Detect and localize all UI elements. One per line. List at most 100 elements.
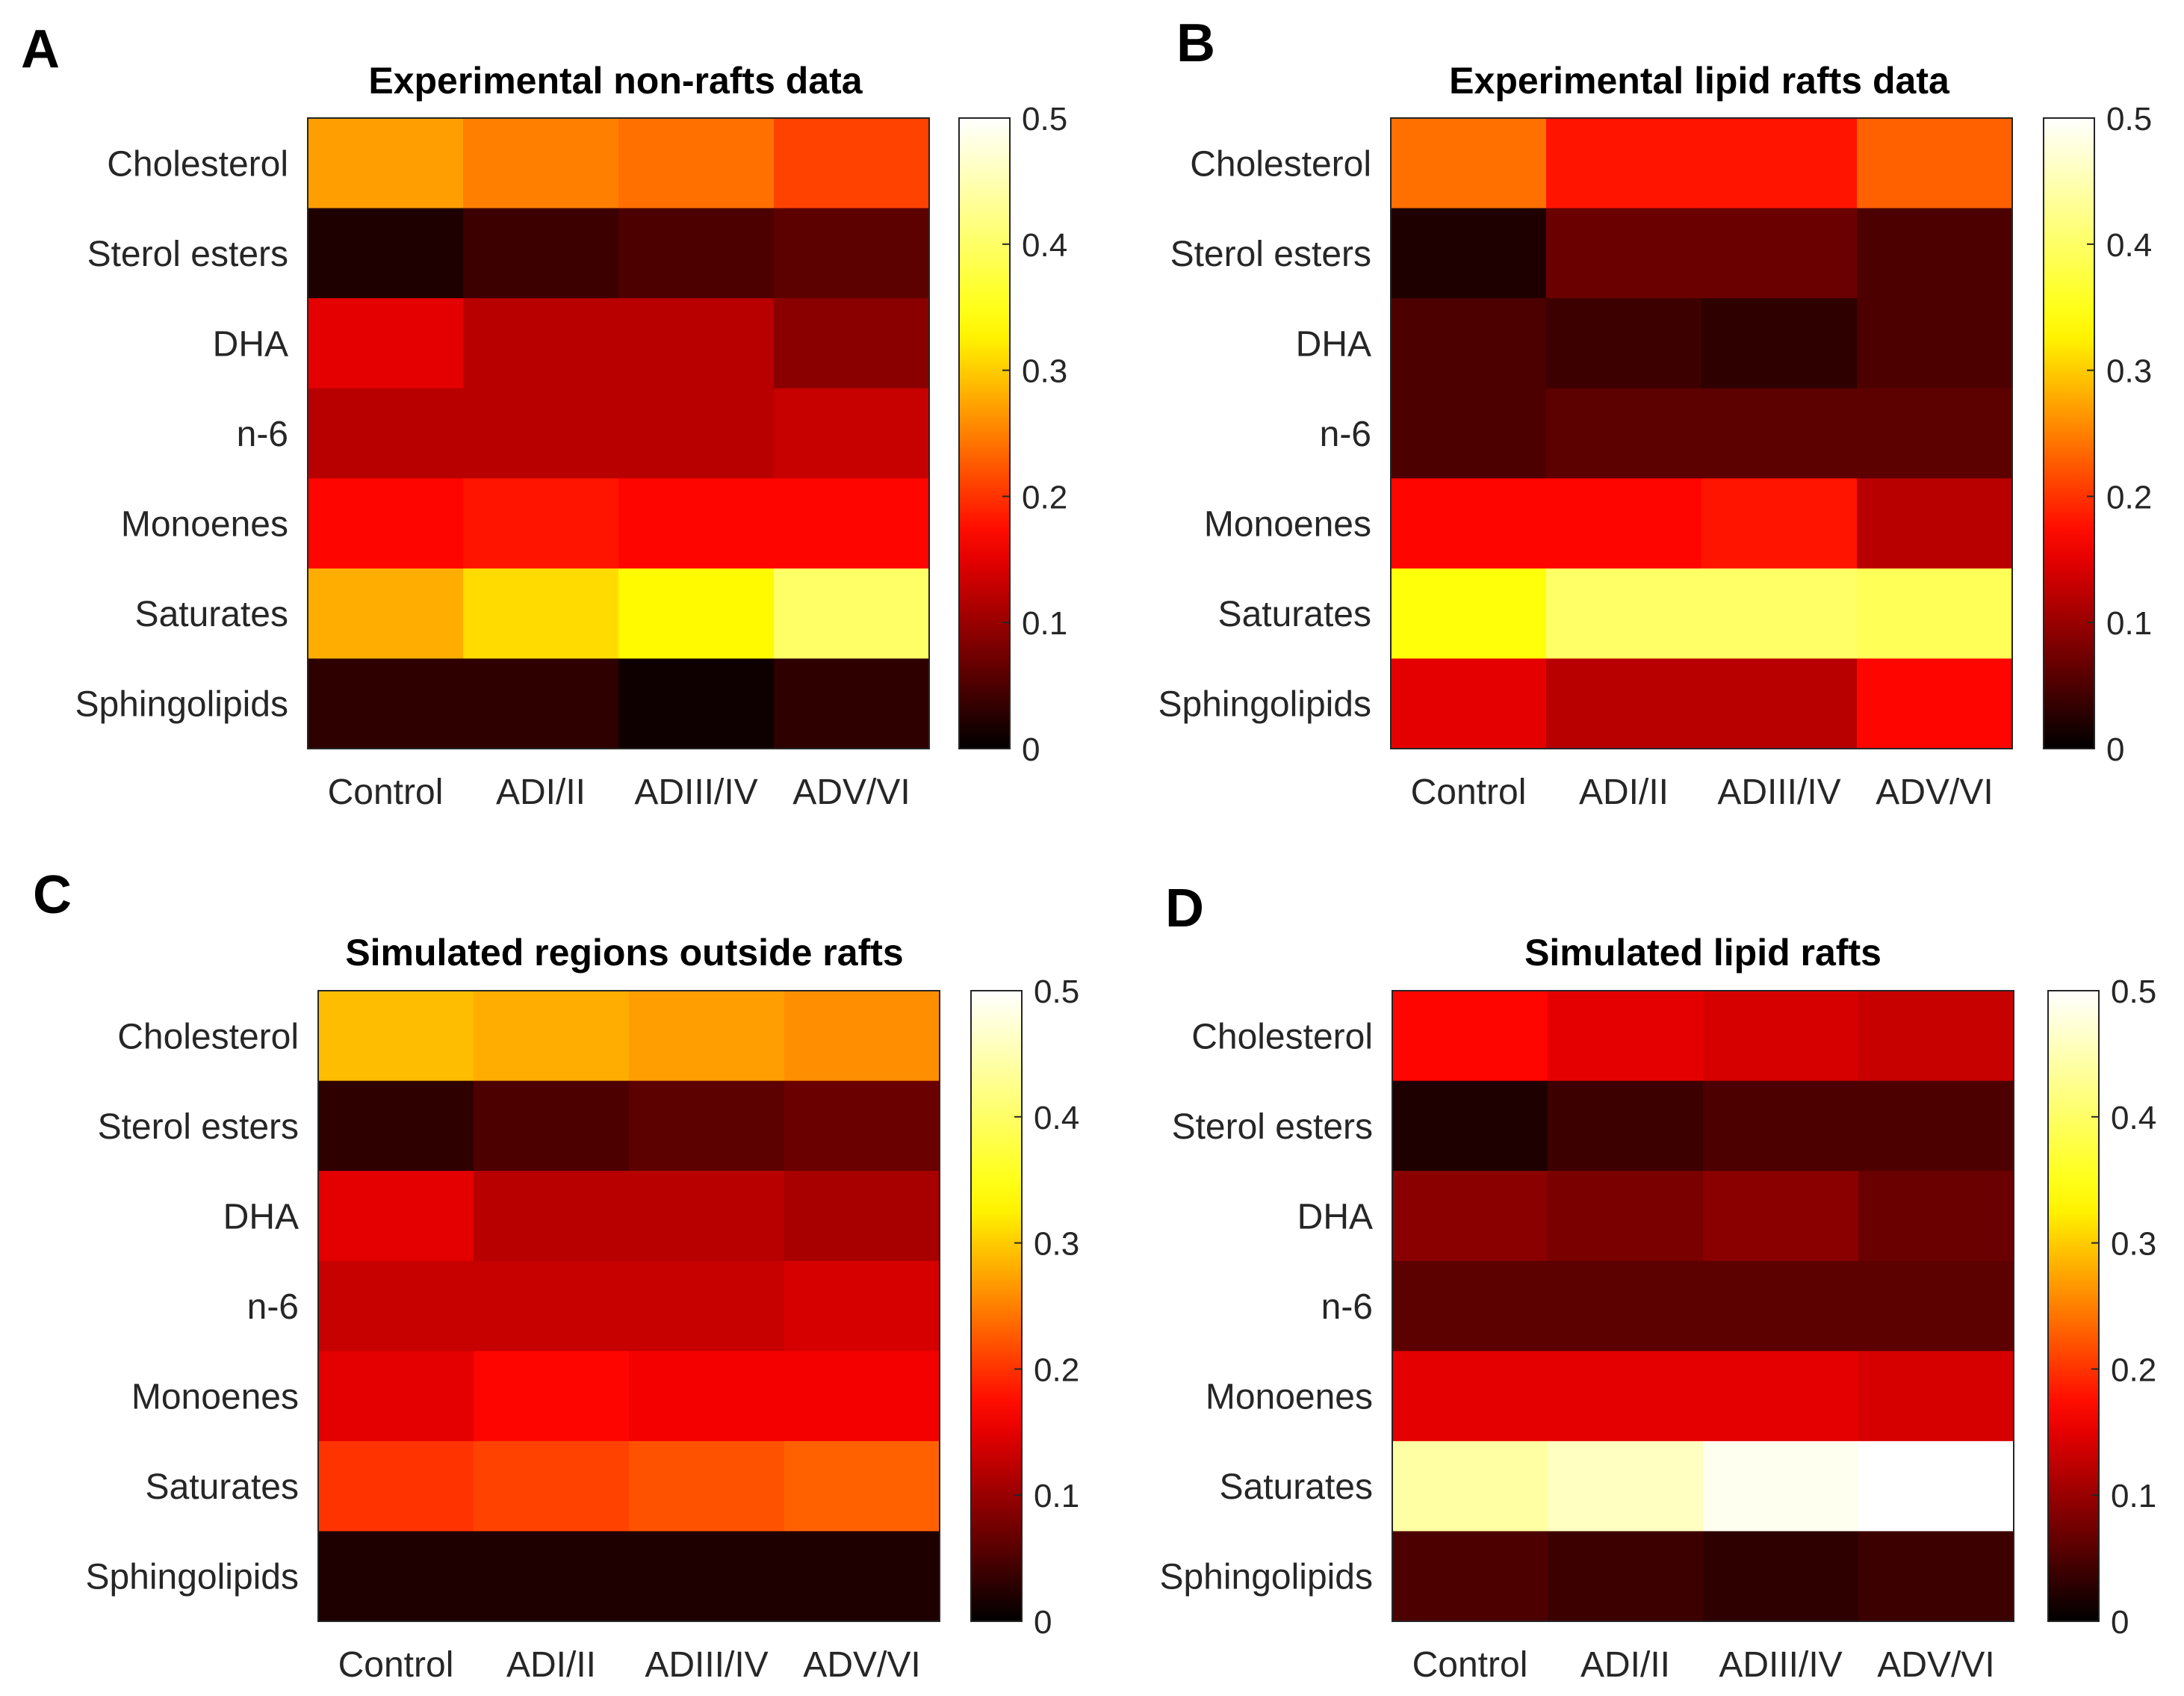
heatmap-cell: [618, 208, 775, 299]
heatmap-cell: [784, 1531, 940, 1622]
row-label: Saturates: [1218, 595, 1371, 634]
heatmap-cell: [474, 1531, 630, 1622]
panel-b: B Experimental lipid rafts data Cholestero…: [1158, 13, 2152, 812]
heatmap-cell: [774, 298, 930, 389]
heatmap-frame: [307, 117, 930, 749]
chart-title: Experimental lipid rafts data: [1449, 60, 1950, 102]
chart-title: Simulated lipid rafts: [1524, 932, 1881, 974]
heatmap-cell: [1857, 208, 2013, 299]
heatmap-cell: [1701, 658, 1858, 749]
heatmap-cell: [1392, 1260, 1548, 1352]
heatmap-cell: [774, 388, 930, 479]
heatmap-cell: [1857, 658, 2013, 749]
heatmap-cell: [629, 1531, 785, 1622]
heatmap-cell: [463, 568, 619, 660]
colorbar-tick-label: 0.5: [2106, 101, 2152, 137]
heatmap-cell: [1548, 1351, 1704, 1442]
row-label: DHA: [213, 324, 288, 364]
column-label: ADV/VI: [803, 1645, 920, 1685]
heatmap-cell: [1701, 118, 1858, 209]
colorbar-tick-label: 0: [1034, 1604, 1052, 1641]
column-label: ADV/VI: [1877, 1645, 1994, 1685]
heatmap-cell: [1548, 1440, 1704, 1532]
column-label: Control: [1411, 773, 1527, 812]
heatmap-cell: [1858, 1171, 2014, 1262]
heatmap-cell: [774, 658, 930, 749]
heatmap-cell: [463, 118, 619, 209]
heatmap-cell: [1548, 1260, 1704, 1352]
heatmap-cell: [1391, 208, 1547, 299]
column-label: ADI/II: [496, 773, 586, 812]
column-label: ADV/VI: [1876, 773, 1993, 812]
heatmap-cell: [463, 658, 619, 749]
colorbar-tick-label: 0.3: [1034, 1226, 1079, 1263]
column-label: ADIII/IV: [1719, 1645, 1842, 1685]
heatmap-cell: [1392, 1171, 1548, 1262]
heatmap-cell: [629, 1171, 785, 1262]
panel-letter: A: [21, 19, 60, 79]
heatmap-cell: [474, 1351, 630, 1442]
heatmap-cell: [774, 478, 930, 569]
row-label: Sphingolipids: [75, 685, 288, 725]
heatmap-cell: [618, 298, 775, 389]
heatmap-cell: [629, 1351, 785, 1442]
heatmap-cell: [774, 208, 930, 299]
heatmap-cell: [1857, 388, 2013, 479]
colorbar-tick-label: 0.4: [2106, 227, 2152, 264]
heatmap-cell: [308, 298, 464, 389]
heatmap-cell: [1703, 1351, 1859, 1442]
heatmap-cell: [1703, 1080, 1859, 1172]
heatmap-cell: [308, 568, 464, 660]
heatmap-cell: [618, 388, 775, 479]
colorbar-tick-label: 0.1: [2111, 1478, 2156, 1514]
heatmap-cell: [308, 388, 464, 479]
column-label: Control: [1412, 1645, 1528, 1685]
heatmap-cell: [474, 1080, 630, 1172]
row-label: Sterol esters: [1172, 1107, 1373, 1147]
heatmap-cell: [1391, 478, 1547, 569]
heatmap-frame: [1392, 990, 2014, 1622]
heatmap-cell: [618, 658, 775, 749]
heatmap-cell: [1392, 1080, 1548, 1172]
heatmap-cell: [629, 991, 785, 1082]
heatmap-cell: [463, 478, 619, 569]
colorbar-tick-label: 0.2: [2106, 479, 2152, 516]
column-label: Control: [328, 773, 444, 812]
row-label: Sterol esters: [1170, 235, 1371, 274]
panel-c: C Simulated regions outside rafts Choleste…: [33, 865, 1079, 1685]
row-label: DHA: [1296, 324, 1371, 364]
row-label: Sphingolipids: [85, 1558, 299, 1597]
heatmap-cell: [318, 1080, 474, 1172]
row-label: Saturates: [1220, 1467, 1373, 1507]
heatmap-frame: [317, 990, 940, 1622]
heatmap-cell: [1858, 1351, 2014, 1442]
row-label: Sphingolipids: [1158, 685, 1371, 725]
heatmap-cell: [1548, 991, 1704, 1082]
colorbar-tick-label: 0.4: [2111, 1100, 2156, 1136]
column-label: ADI/II: [1579, 773, 1669, 812]
heatmap-cell: [1701, 568, 1858, 660]
heatmap-cell: [784, 1080, 940, 1172]
heatmap-cell: [463, 208, 619, 299]
heatmap-cell: [1858, 1260, 2014, 1352]
row-label: Saturates: [146, 1467, 299, 1507]
colorbar-tick-label: 0.3: [1022, 353, 1067, 390]
heatmap-cell: [1858, 991, 2014, 1082]
heatmap-cell: [784, 1351, 940, 1442]
heatmap-cell: [1546, 118, 1702, 209]
row-label: Sterol esters: [98, 1107, 299, 1147]
heatmap-cell: [318, 1171, 474, 1262]
column-label: Control: [338, 1645, 454, 1685]
column-label: ADIII/IV: [634, 773, 757, 812]
heatmap-cell: [629, 1440, 785, 1532]
heatmap-cell: [1392, 1351, 1548, 1442]
colorbar-tick-label: 0.5: [2111, 974, 2156, 1010]
heatmap-cell: [1857, 568, 2013, 660]
row-label: Monoenes: [131, 1378, 299, 1417]
heatmap-cell: [1858, 1080, 2014, 1172]
heatmap-cell: [1392, 1440, 1548, 1532]
heatmap-cell: [629, 1080, 785, 1172]
panel-d: D Simulated lipid rafts Cholesterol Sterol …: [1159, 879, 2156, 1685]
heatmap-cell: [308, 118, 464, 209]
row-label: n-6: [247, 1287, 299, 1327]
